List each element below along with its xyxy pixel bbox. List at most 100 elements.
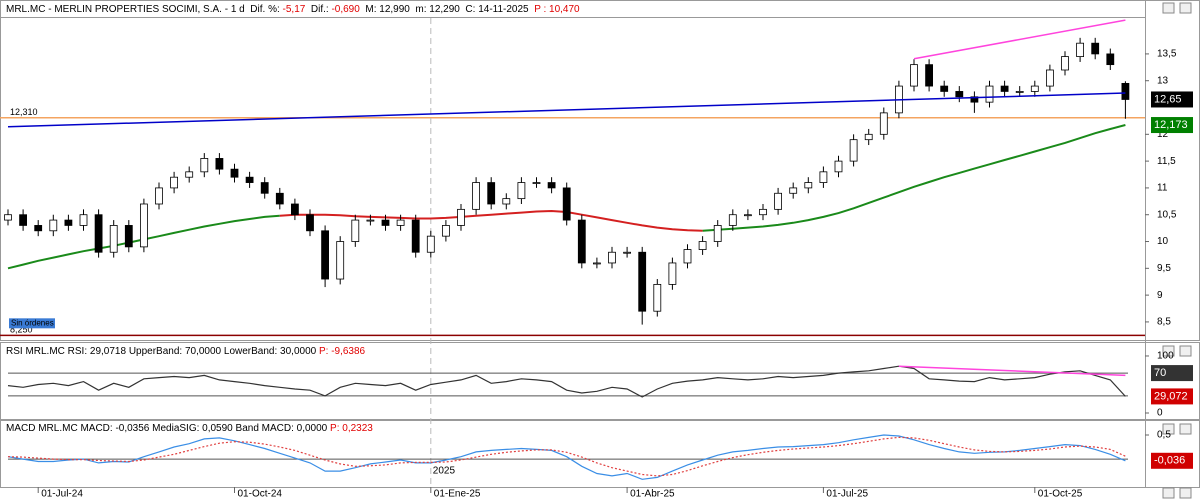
candle-body bbox=[34, 225, 43, 232]
series-line bbox=[279, 209, 703, 232]
close-button[interactable] bbox=[1179, 487, 1192, 499]
price-box bbox=[1151, 452, 1193, 469]
candle-body bbox=[955, 91, 964, 98]
candle-body bbox=[864, 133, 873, 141]
price-box bbox=[1151, 365, 1193, 382]
panel-header: RSI MRL.MC RSI: 29,0718 UpperBand: 70,00… bbox=[6, 346, 366, 357]
candle-body bbox=[200, 158, 209, 173]
level-label: 12,310 bbox=[10, 107, 38, 117]
candle-body bbox=[638, 251, 647, 312]
close-button[interactable] bbox=[1179, 423, 1192, 435]
close-button[interactable] bbox=[1179, 2, 1192, 14]
candle-body bbox=[1046, 69, 1054, 87]
candle-body bbox=[683, 249, 692, 264]
candle-body bbox=[139, 203, 148, 248]
candle-body bbox=[170, 176, 179, 189]
candle-body bbox=[593, 262, 601, 265]
candle-body bbox=[577, 219, 586, 264]
x-tick-label: 01-Abr-25 bbox=[630, 489, 675, 500]
candle-body bbox=[1106, 53, 1115, 66]
candle-body bbox=[728, 214, 737, 226]
header-segment: P: 0,2323 bbox=[330, 423, 373, 434]
candle-body bbox=[1061, 56, 1069, 71]
candle-body bbox=[940, 85, 949, 92]
price-box-label: 29,072 bbox=[1154, 390, 1188, 402]
candle-body bbox=[472, 182, 481, 210]
candle-body bbox=[532, 182, 541, 184]
y-tick-label: 0,5 bbox=[1157, 430, 1171, 441]
candle-body bbox=[985, 85, 994, 103]
candle-body bbox=[819, 171, 828, 183]
price-box-label: 70 bbox=[1154, 367, 1166, 379]
candle-body bbox=[487, 182, 496, 205]
header-segment: Dif.: bbox=[305, 4, 331, 15]
candle-body bbox=[426, 235, 435, 253]
candle-body bbox=[653, 283, 662, 312]
candle-body bbox=[290, 203, 299, 216]
candle-body bbox=[804, 182, 813, 189]
series-line bbox=[7, 365, 1126, 398]
x-tick-label: 01-Ene-25 bbox=[434, 489, 481, 500]
candle-body bbox=[789, 187, 798, 194]
y-tick-label: 0 bbox=[1157, 408, 1163, 419]
candle-body bbox=[834, 160, 843, 173]
candle-body bbox=[275, 192, 284, 205]
series-line bbox=[7, 436, 1126, 477]
order-badge bbox=[9, 318, 55, 329]
price-box-label: 12,65 bbox=[1154, 93, 1182, 105]
candle-body bbox=[562, 187, 571, 221]
candle-body bbox=[109, 225, 118, 253]
trendline bbox=[7, 92, 1126, 128]
candle-body bbox=[1121, 82, 1130, 100]
panel-header: MACD MRL.MC MACD: -0,0356 MediaSIG: 0,05… bbox=[6, 423, 373, 434]
minimize-button[interactable] bbox=[1162, 2, 1175, 14]
series-line bbox=[7, 434, 1126, 480]
panel-buttons[interactable] bbox=[1162, 2, 1192, 499]
candle-body bbox=[396, 219, 405, 226]
y-tick-label: 10,5 bbox=[1157, 209, 1177, 220]
y-tick-label: 8,5 bbox=[1157, 317, 1171, 328]
year-label: 2025 bbox=[433, 466, 456, 477]
price-box bbox=[1151, 117, 1193, 134]
candle-body bbox=[849, 139, 858, 162]
candle-body bbox=[668, 262, 677, 285]
candle-body bbox=[19, 214, 28, 226]
candle-body bbox=[441, 225, 450, 237]
y-tick-label: 11,5 bbox=[1157, 156, 1176, 167]
candle-body bbox=[411, 219, 420, 253]
candle-body bbox=[623, 251, 631, 254]
minimize-button[interactable] bbox=[1162, 423, 1175, 435]
candle-body bbox=[713, 225, 722, 242]
candle-body bbox=[79, 214, 88, 226]
y-tick-label: 13,5 bbox=[1157, 49, 1177, 60]
minimize-button[interactable] bbox=[1162, 487, 1175, 499]
candle-body bbox=[1015, 91, 1024, 93]
price-box-label: -0,036 bbox=[1154, 455, 1185, 467]
trendline bbox=[913, 19, 1126, 60]
candle-body bbox=[306, 214, 314, 232]
close-button[interactable] bbox=[1179, 345, 1192, 357]
header-segment: M: 12,990 m: 12,290 C: 14-11-2025 bbox=[360, 4, 534, 15]
header-segment: -0,690 bbox=[331, 4, 360, 15]
candle-body bbox=[910, 64, 918, 87]
minimize-button[interactable] bbox=[1162, 345, 1175, 357]
candle-body bbox=[774, 192, 782, 210]
header-segment: MACD MRL.MC MACD: -0,0356 MediaSIG: 0,05… bbox=[6, 423, 330, 434]
trendline bbox=[898, 365, 1126, 377]
candle-body bbox=[351, 219, 360, 242]
candle-body bbox=[49, 219, 58, 232]
candle-body bbox=[155, 187, 163, 205]
candle-body bbox=[381, 219, 390, 226]
candle-body bbox=[457, 208, 465, 226]
candle-body bbox=[970, 96, 979, 103]
candle-body bbox=[124, 225, 133, 248]
candle-body bbox=[1091, 42, 1100, 55]
candle-body bbox=[260, 182, 269, 194]
header-segment: P : 10,470 bbox=[534, 4, 580, 15]
candle-body bbox=[608, 251, 616, 264]
candle-body bbox=[336, 241, 345, 280]
price-box-label: 12,173 bbox=[1154, 119, 1188, 131]
y-tick-label: 100 bbox=[1157, 351, 1174, 362]
x-tick-label: 01-Jul-24 bbox=[41, 489, 83, 500]
